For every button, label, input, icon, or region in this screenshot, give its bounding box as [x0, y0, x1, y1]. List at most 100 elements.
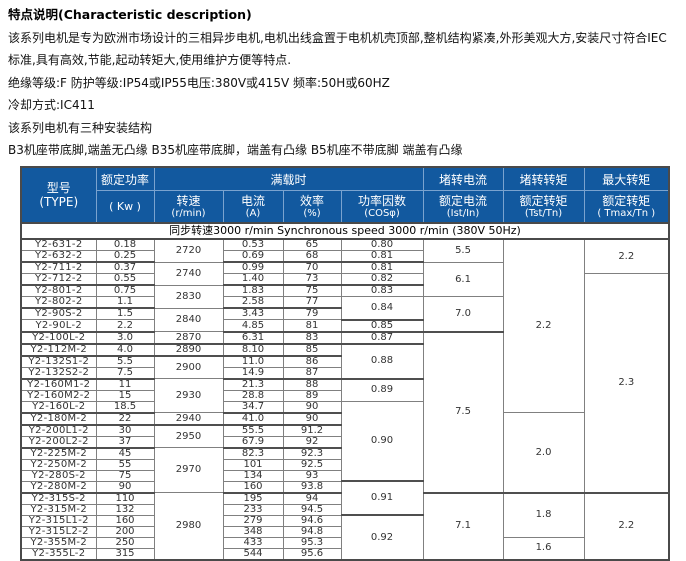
- cell-current: 233: [222, 503, 284, 516]
- intro-line-4: 冷却方式:IC411: [8, 98, 95, 113]
- cell-efficiency: 83: [282, 331, 342, 345]
- header-kw: ( Kw ): [95, 190, 155, 224]
- table-row: Y2-355L-2 315 544 95.6: [20, 547, 669, 561]
- cell-current: 67.9: [222, 435, 284, 449]
- cell-power-factor: 0.92: [340, 514, 424, 561]
- cell-rated-power: 55: [95, 458, 155, 471]
- header-power-factor: 功率因数 (COSφ): [340, 190, 424, 224]
- header-efficiency: 效率 (%): [282, 190, 342, 224]
- intro-line-3: 绝缘等级:F 防护等级:IP54或IP55电压:380V或415V 频率:50H…: [8, 75, 390, 90]
- header-full-load: 满载时: [153, 166, 424, 192]
- cell-current: 3.43: [222, 307, 284, 321]
- cell-current: 8.10: [222, 343, 284, 357]
- cell-efficiency: 90: [282, 400, 342, 414]
- cell-current: 0.69: [222, 250, 284, 264]
- cell-type: Y2-315L2-2: [20, 525, 97, 538]
- cell-current: 0.53: [222, 238, 284, 252]
- cell-rated-power: 160: [95, 514, 155, 527]
- cell-speed: 2950: [153, 424, 224, 449]
- cell-efficiency: 81: [282, 319, 342, 333]
- cell-rated-power: 0.55: [95, 273, 155, 287]
- cell-type: Y2-712-2: [20, 273, 97, 287]
- cell-rated-power: 1.5: [95, 307, 155, 321]
- cell-rated-power: 18.5: [95, 400, 155, 414]
- cell-efficiency: 94: [282, 492, 342, 505]
- cell-type: Y2-711-2: [20, 261, 97, 275]
- cell-efficiency: 92.5: [282, 458, 342, 471]
- table-row: Y2-132S2-2 7.5 14.9 87: [20, 366, 669, 380]
- intro-line-6: B3机座带底脚,端盖无凸缘 B35机座带底脚，端盖有凸缘 B5机座不带底脚 端盖…: [8, 143, 463, 158]
- header-speed: 转速 (r/min): [153, 190, 224, 224]
- cell-type: Y2-90S-2: [20, 307, 97, 321]
- cell-speed: 2720: [153, 238, 224, 263]
- cell-current: 21.3: [222, 378, 284, 391]
- cell-current: 28.8: [222, 389, 284, 402]
- motor-spec-table: 型号 (TYPE) 额定功率 满载时 堵转电流 堵转转矩 最大转矩 ( Kw )…: [20, 166, 671, 561]
- cell-ist-in: 7.1: [422, 492, 504, 561]
- header-tst-tn: 额定转矩 (Tst/Tn): [502, 190, 585, 224]
- cell-ist-in: 7.0: [422, 296, 504, 333]
- cell-type: Y2-631-2: [20, 238, 97, 252]
- cell-power-factor: 0.83: [340, 284, 424, 298]
- table-row: Y2-200L2-2 37 67.9 92: [20, 435, 669, 449]
- table-row: Y2-280S-2 75 134 93: [20, 469, 669, 482]
- intro-section: 特点说明(Characteristic description) 该系列电机是专…: [0, 0, 686, 161]
- cell-current: 134: [222, 469, 284, 482]
- header-row-2: ( Kw ) 转速 (r/min) 电流 (A) 效率 (%) 功率因数 (COSφ) …: [21, 190, 670, 224]
- cell-ist-in: 6.1: [422, 261, 504, 298]
- header-locked-rotor-torque: 堵转转矩: [502, 166, 585, 192]
- cell-rated-power: 0.37: [95, 261, 155, 275]
- cell-type: Y2-132S1-2: [20, 355, 97, 368]
- cell-ist-in: 7.5: [422, 331, 504, 494]
- cell-rated-power: 1.1: [95, 296, 155, 310]
- table-row: Y2-132S1-2 5.5 2900 11.0 86: [20, 355, 669, 380]
- cell-type: Y2-90L-2: [20, 319, 97, 333]
- cell-efficiency: 95.3: [282, 536, 342, 549]
- cell-current: 544: [222, 547, 284, 561]
- cell-rated-power: 0.75: [95, 284, 155, 298]
- cell-power-factor: 0.90: [340, 400, 424, 483]
- cell-rated-power: 315: [95, 547, 155, 561]
- header-rated-power: 额定功率: [95, 166, 155, 192]
- cell-efficiency: 93.8: [282, 480, 342, 494]
- table-row: Y2-802-2 1.1 2.58 77 0.84 7.0: [20, 296, 669, 333]
- intro-line-5: 该系列电机有三种安装结构: [8, 120, 153, 135]
- cell-rated-power: 37: [95, 435, 155, 449]
- cell-power-factor: 0.89: [340, 378, 424, 402]
- cell-type: Y2-200L1-2: [20, 424, 97, 437]
- table-row: Y2-712-2 0.55 1.40 73 0.82 2.3: [20, 273, 670, 494]
- table-row: Y2-160L-2 18.5 34.7 90 0.90: [20, 400, 669, 483]
- cell-type: Y2-160M1-2: [20, 378, 97, 391]
- cell-rated-power: 90: [95, 480, 155, 494]
- cell-rated-power: 3.0: [95, 331, 155, 345]
- cell-rated-power: 5.5: [95, 355, 155, 368]
- cell-speed: 2980: [153, 492, 224, 561]
- header-type: 型号 (TYPE): [20, 166, 97, 224]
- cell-tst-tn: 2.0: [502, 412, 585, 494]
- cell-current: 279: [222, 514, 284, 527]
- cell-power-factor: 0.81: [340, 261, 424, 275]
- cell-current: 2.58: [222, 296, 284, 310]
- table-row: Y2-160M2-2 15 28.8 89: [20, 389, 669, 402]
- sync-speed-banner: 同步转速3000 r/min Synchronous speed 3000 r/…: [21, 222, 670, 241]
- cell-speed: 2830: [153, 284, 224, 309]
- cell-type: Y2-355L-2: [20, 547, 97, 561]
- table-row: Y2-355M-2 250 433 95.3 1.6: [20, 536, 669, 561]
- cell-efficiency: 68: [282, 250, 342, 264]
- cell-current: 101: [222, 458, 284, 471]
- cell-speed: 2890: [153, 343, 224, 357]
- cell-rated-power: 7.5: [95, 366, 155, 380]
- cell-efficiency: 85: [282, 343, 342, 357]
- cell-power-factor: 0.84: [340, 296, 424, 321]
- cell-efficiency: 65: [282, 238, 342, 252]
- cell-efficiency: 91.2: [282, 424, 342, 437]
- cell-current: 41.0: [222, 412, 284, 426]
- cell-tst-tn: 1.6: [502, 536, 585, 561]
- cell-efficiency: 79: [282, 307, 342, 321]
- cell-efficiency: 89: [282, 389, 342, 402]
- cell-efficiency: 93: [282, 469, 342, 482]
- cell-efficiency: 87: [282, 366, 342, 380]
- cell-type: Y2-100L-2: [20, 331, 97, 345]
- cell-current: 11.0: [222, 355, 284, 368]
- cell-type: Y2-160M2-2: [20, 389, 97, 402]
